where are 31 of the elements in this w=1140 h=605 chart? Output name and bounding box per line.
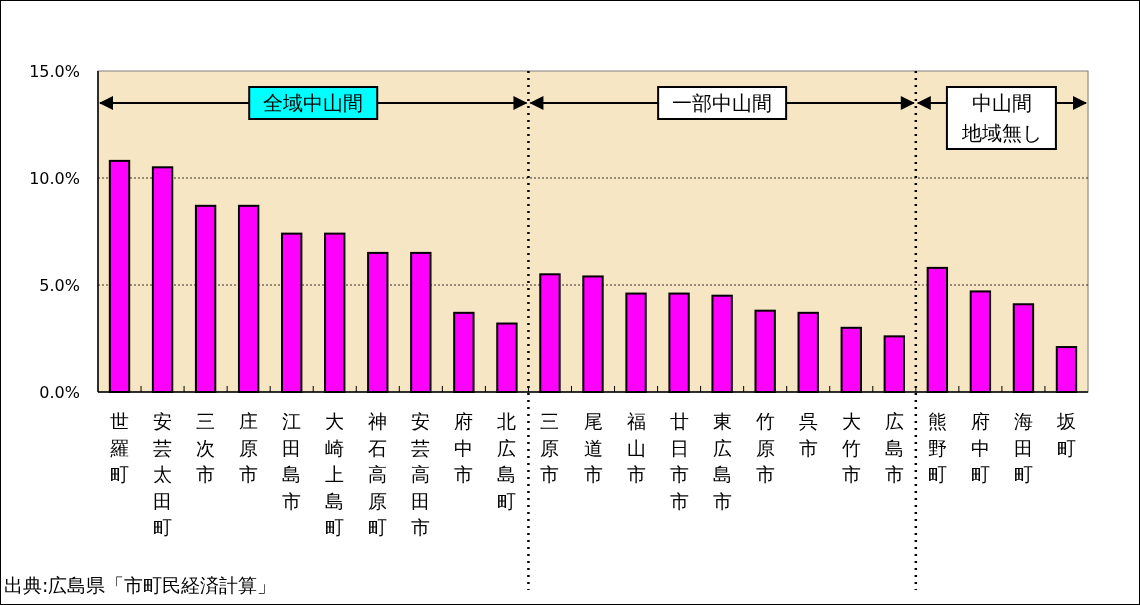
x-tick-label: 尾道市 (583, 410, 603, 485)
x-tick-label: 江田島市 (282, 410, 302, 512)
x-tick-label: 三次市 (196, 410, 216, 485)
x-tick-label: 世羅町 (110, 410, 130, 485)
x-tick-label: 府中市 (454, 410, 474, 485)
x-tick-label: 海田町 (1013, 410, 1033, 485)
source-note: 出典:広島県「市町民経済計算」 (4, 574, 277, 596)
y-tick-label: 5.0% (39, 276, 80, 295)
x-tick-label: 庄原市 (239, 410, 259, 485)
x-tick-label: 府中町 (970, 410, 990, 485)
x-tick-label: 安芸高田市 (411, 410, 431, 538)
x-tick-label: 広島市 (884, 410, 904, 485)
x-tick-label: 安芸太田町 (153, 410, 173, 538)
x-tick-label: 熊野町 (927, 410, 947, 485)
x-tick-label: 廿日市市 (669, 410, 689, 512)
x-tick-label: 東広島市 (712, 410, 732, 512)
band-label: 一部中山間 (672, 91, 773, 115)
x-tick-label: 三原市 (540, 410, 560, 485)
x-tick-label: 竹原市 (755, 410, 775, 485)
x-tick-label: 呉市 (798, 410, 818, 459)
y-tick-label: 0.0% (39, 383, 80, 402)
band-label: 全域中山間 (263, 91, 364, 115)
x-tick-label: 大崎上島町 (325, 410, 345, 538)
x-tick-label: 大竹市 (841, 410, 861, 485)
x-tick-label: 北広島町 (497, 410, 517, 512)
y-tick-label: 15.0% (29, 62, 80, 81)
band-label: 中山間地域無し (960, 91, 1042, 145)
x-tick-label: 福山市 (626, 410, 646, 485)
x-tick-label: 坂町 (1055, 410, 1076, 459)
x-tick-label: 神石高原町 (368, 410, 388, 538)
y-tick-label: 10.0% (29, 169, 80, 188)
